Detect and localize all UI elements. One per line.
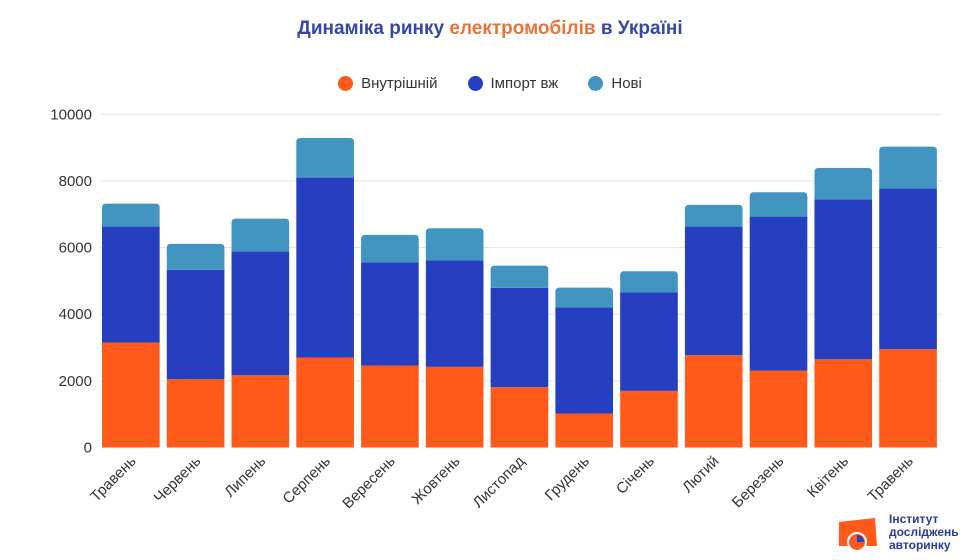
bar-segment-new — [425, 228, 484, 261]
bar-segment-import — [684, 226, 743, 356]
bar-segment-new — [102, 203, 160, 227]
bar-segment-import — [620, 292, 678, 391]
bar-segment-new — [684, 204, 743, 227]
bar-segment-internal — [555, 413, 614, 448]
bar-segment-internal — [361, 365, 419, 448]
legend: Внутрішній Імпорт вж Нові — [0, 75, 980, 92]
legend-label: Внутрішній — [361, 75, 438, 92]
bar-segment-import — [555, 307, 614, 414]
y-tick-label: 6000 — [59, 240, 92, 257]
bar-segment-import — [166, 269, 225, 380]
logo: Інститут досліджень авторинку — [835, 512, 959, 552]
bar-segment-internal — [749, 370, 808, 448]
logo-line-3: авторинку — [889, 537, 951, 552]
bar-segment-internal — [166, 379, 225, 448]
bar-segment-internal — [102, 342, 160, 448]
bar-segment-internal — [620, 390, 678, 448]
bar-segment-new — [555, 287, 614, 308]
bar-segment-new — [490, 265, 549, 288]
y-tick-label: 0 — [84, 440, 92, 457]
bar-segment-import — [296, 177, 354, 358]
bar-segment-new — [231, 218, 290, 252]
title-part-3: в Україні — [595, 18, 683, 39]
bar-segment-internal — [684, 355, 743, 448]
x-tick-label: Березень — [729, 453, 788, 512]
logo-line-1: Інститут — [889, 511, 939, 526]
logo-line-2: досліджень — [889, 524, 959, 539]
bar-segment-new — [296, 137, 354, 178]
logo-text: Інститут досліджень авторинку — [889, 511, 959, 552]
legend-dot-new-icon — [588, 76, 604, 91]
x-tick-label: Травень — [864, 453, 917, 506]
x-tick-label: Серпень — [279, 453, 334, 508]
x-tick-label: Жовтень — [408, 453, 463, 508]
y-tick-label: 2000 — [59, 373, 92, 390]
legend-dot-internal-icon — [338, 76, 354, 91]
bar-segment-internal — [879, 349, 937, 448]
legend-dot-import-icon — [467, 76, 483, 91]
logo-car-icon — [839, 518, 877, 552]
bar-segment-import — [425, 260, 484, 367]
y-tick-label: 10000 — [50, 106, 92, 123]
x-tick-label: Лютий — [679, 453, 722, 496]
legend-item-internal[interactable]: Внутрішній — [338, 75, 438, 92]
y-tick-label: 8000 — [59, 173, 92, 190]
bar-segment-new — [166, 243, 225, 270]
x-tick-label: Грудень — [542, 453, 594, 505]
bar-segment-new — [879, 146, 937, 189]
bar-segment-new — [620, 271, 678, 293]
bar-segment-new — [814, 167, 873, 200]
bar-segment-new — [361, 234, 419, 263]
bar-segment-import — [102, 226, 160, 343]
legend-item-import[interactable]: Імпорт вж — [467, 75, 559, 92]
bar-segment-internal — [490, 387, 549, 448]
bar-segment-new — [749, 192, 808, 217]
x-tick-label: Травень — [87, 453, 140, 506]
bar-segment-import — [879, 188, 937, 350]
x-tick-label: Червень — [151, 453, 205, 507]
x-tick-label: Листопад — [470, 453, 529, 512]
legend-label: Нові — [611, 75, 642, 92]
bar-segment-import — [231, 251, 290, 376]
bar-segment-internal — [425, 366, 484, 448]
x-tick-label: Січень — [613, 453, 658, 498]
bar-segment-import — [361, 262, 419, 366]
x-tick-label: Вересень — [339, 453, 399, 513]
bar-segment-import — [749, 216, 808, 371]
bar-segment-internal — [231, 375, 290, 448]
chart-title: Динаміка ринку електромобілів в Україні — [0, 18, 980, 40]
title-part-1: Динаміка ринку — [297, 18, 450, 39]
y-tick-label: 4000 — [59, 306, 92, 323]
x-tick-label: Квітень — [804, 453, 852, 501]
title-accent: електромобілів — [449, 18, 596, 39]
bar-segment-internal — [296, 357, 354, 448]
legend-item-new[interactable]: Нові — [588, 75, 642, 92]
legend-label: Імпорт вж — [490, 75, 559, 92]
bar-segment-import — [490, 287, 549, 388]
bar-segment-internal — [814, 359, 873, 448]
bar-segment-import — [814, 199, 873, 360]
x-tick-label: Липень — [221, 453, 269, 501]
